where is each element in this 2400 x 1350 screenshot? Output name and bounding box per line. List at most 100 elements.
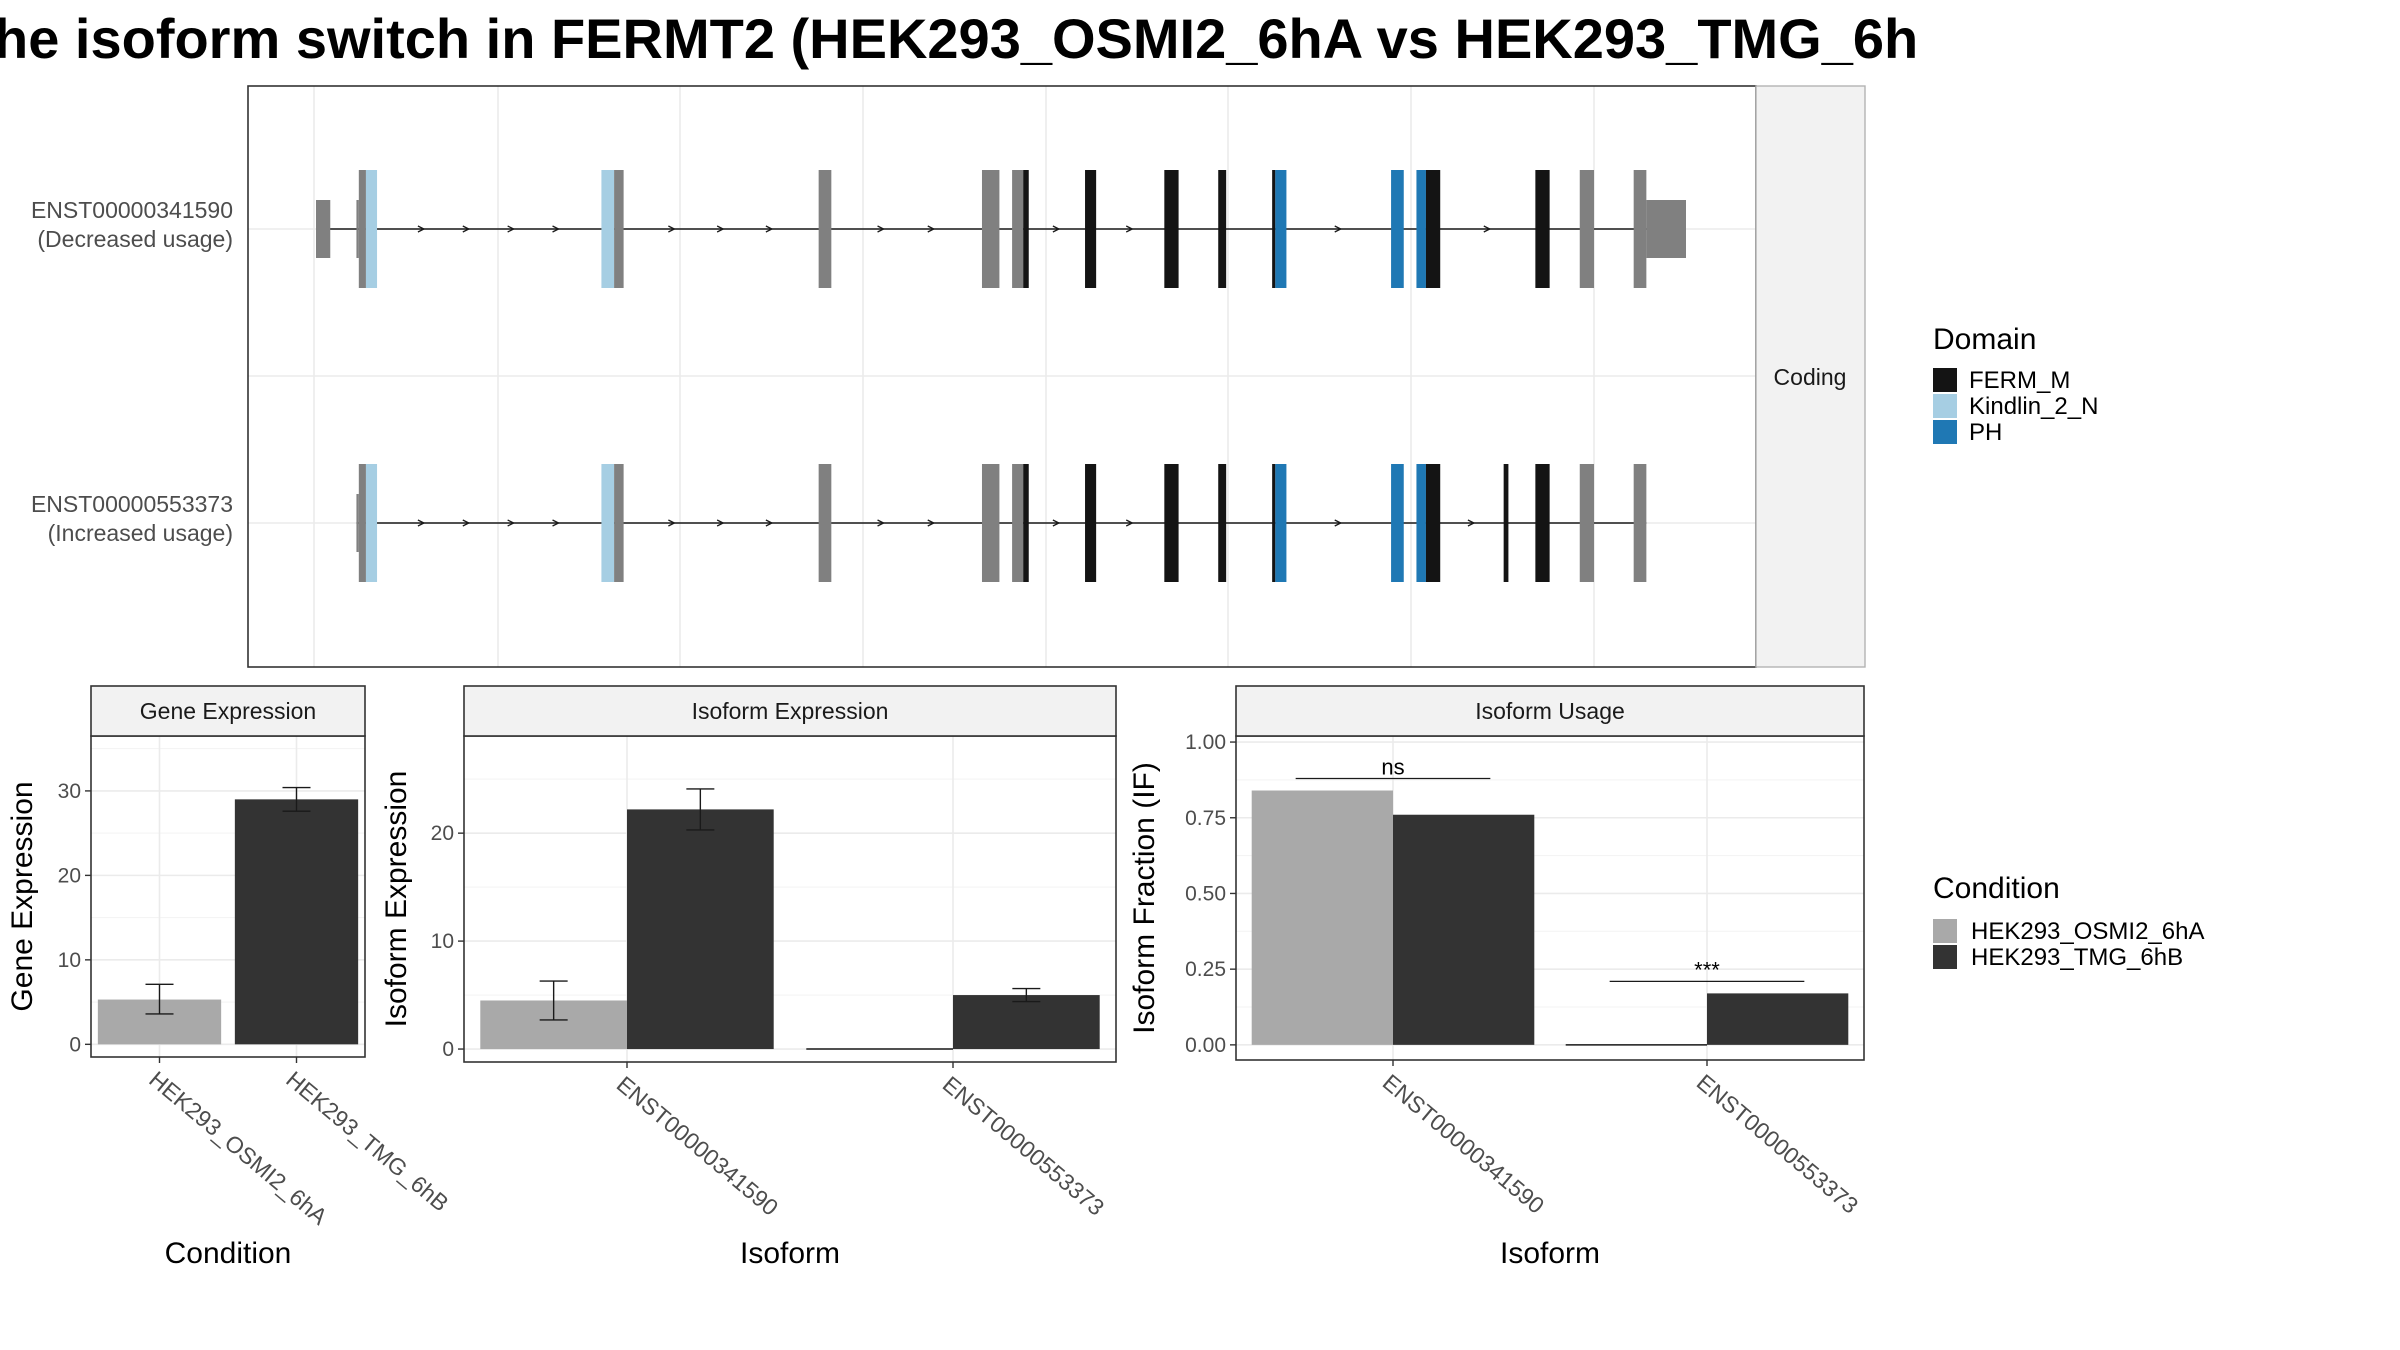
legend-swatch-ferm-m (1933, 368, 1957, 392)
y-tick-label: 30 (58, 780, 81, 803)
exon-ferm-m (1218, 170, 1227, 288)
legend-swatch-condition (1933, 945, 1957, 969)
transcript-usage-label: (Increased usage) (48, 520, 233, 546)
isoform-usage-panel: 0.00 0.25 0.50 0.75 1.00 ns *** ENST00000341590… (1128, 685, 1865, 1270)
transcript-track (356, 464, 1647, 582)
exon-ferm-m (1272, 464, 1276, 582)
legend-label: HEK293_TMG_6hB (1971, 944, 2183, 971)
intron-arrow (417, 519, 426, 527)
exon (1633, 464, 1647, 582)
y-tick-label: 0 (442, 1038, 454, 1061)
intron-arrow (1052, 225, 1061, 233)
exon (981, 170, 1000, 288)
exon (1579, 170, 1595, 288)
intron-arrow (716, 225, 725, 233)
error-bar (1012, 987, 1041, 1003)
x-axis-title: Condition (165, 1237, 292, 1270)
x-tick-label: ENST00000553373 (1692, 1069, 1864, 1219)
legend-label: HEK293_OSMI2_6hA (1971, 918, 2204, 945)
strip-title: Isoform Usage (1475, 698, 1625, 724)
exon (614, 464, 624, 582)
bar-condition-b (1707, 993, 1849, 1045)
exon (1012, 464, 1024, 582)
exon (1012, 170, 1024, 288)
significance-label: *** (1694, 957, 1720, 982)
y-tick-label: 0.75 (1185, 807, 1226, 830)
exon (358, 170, 366, 288)
bar (234, 799, 359, 1045)
intron-arrow (507, 519, 516, 527)
bar-condition-b (627, 809, 774, 1050)
error-bar (282, 786, 311, 812)
strip-background (1755, 85, 1866, 668)
legend-label: PH (1969, 419, 2002, 446)
y-tick-label: 20 (431, 822, 454, 845)
exon (818, 170, 832, 288)
exon-ph (1416, 170, 1426, 288)
significance-label: ns (1381, 755, 1404, 780)
intron-arrow (765, 519, 774, 527)
strip-title: Gene Expression (140, 698, 316, 724)
intron-arrow (877, 519, 886, 527)
exon-ph (1391, 464, 1404, 582)
intron-arrow (1125, 519, 1134, 527)
exon (614, 170, 624, 288)
exon-ferm-m (1535, 170, 1550, 288)
exon-ferm-m (1085, 464, 1097, 582)
legend-swatch-condition (1933, 919, 1957, 943)
exon (1579, 464, 1595, 582)
exon-kindlin-2-n (601, 170, 615, 288)
intron-arrow (1467, 519, 1476, 527)
exon-ferm-m (1425, 170, 1441, 288)
exon-ferm-m (1023, 464, 1029, 582)
exon-kindlin-2-n (365, 464, 378, 582)
error-bar (686, 788, 715, 831)
exon (1633, 170, 1647, 288)
transcript-track (316, 170, 1686, 288)
error-bar (145, 983, 174, 1015)
strip-label: Coding (1774, 364, 1847, 390)
exon (818, 464, 832, 582)
transcript-id-label: ENST00000341590 (31, 197, 233, 223)
bar-condition-b (953, 995, 1100, 1050)
intron-arrow (1052, 519, 1061, 527)
intron-arrow (668, 519, 676, 527)
exon-ferm-m (1085, 170, 1097, 288)
y-tick-label: 0 (69, 1033, 81, 1056)
exon-ph (1275, 170, 1287, 288)
exon-ferm-m (1164, 464, 1179, 582)
exon-ferm-m (1218, 464, 1227, 582)
exon (1646, 200, 1686, 258)
exon-ferm-m (1272, 170, 1276, 288)
intron-arrow (507, 225, 516, 233)
exon (981, 464, 1000, 582)
exon-kindlin-2-n (365, 170, 378, 288)
figure-title: he isoform switch in FERMT2 (HEK293_OSMI… (0, 7, 1918, 70)
y-tick-label: 10 (58, 949, 81, 972)
intron-arrow (1483, 225, 1492, 233)
legend-title: Domain (1933, 323, 2036, 356)
exon-ferm-m (1164, 170, 1179, 288)
intron-arrow (716, 519, 725, 527)
transcript-structure-panel: ENST00000341590 (Decreased usage) ENST0000… (31, 85, 1757, 668)
intron-arrow (1125, 225, 1134, 233)
legend-label: FERM_M (1969, 367, 2070, 394)
strip-background (90, 685, 366, 737)
y-axis-title: Isoform Expression (380, 771, 413, 1028)
exon-ferm-m (1535, 464, 1550, 582)
x-tick-label: ENST00000553373 (938, 1071, 1110, 1221)
y-axis-title: Gene Expression (6, 781, 39, 1011)
y-tick-label: 0.25 (1185, 958, 1226, 981)
exon (316, 200, 331, 258)
legend-swatch-ph (1933, 420, 1957, 444)
transcript-id-label: ENST00000553373 (31, 491, 233, 517)
exon (358, 464, 366, 582)
intron-arrow (1334, 519, 1343, 527)
intron-arrow (927, 519, 936, 527)
exon-ferm-m (1425, 464, 1441, 582)
x-axis-title: Isoform (740, 1237, 840, 1270)
strip-title: Isoform Expression (692, 698, 889, 724)
legend-title: Condition (1933, 872, 2060, 905)
